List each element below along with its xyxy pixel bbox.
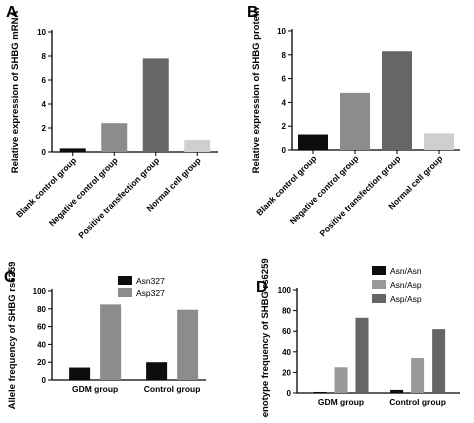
y-tick-label: 2 (282, 122, 287, 131)
y-tick-label: 4 (42, 100, 47, 109)
y-tick-label: 100 (278, 286, 292, 295)
y-tick-label: 0 (287, 389, 292, 398)
bar-asn-asn-1 (313, 391, 327, 393)
y-tick-label: 0 (42, 148, 47, 157)
bar-2 (340, 92, 370, 150)
bar-asn-asn-2 (390, 389, 404, 393)
x-category-label: Control group (144, 384, 201, 394)
y-tick-label: 8 (42, 52, 47, 61)
y-tick-label: 10 (277, 27, 286, 36)
y-tick-label: 2 (42, 124, 47, 133)
x-category-label: GDM group (72, 384, 118, 394)
bar-asn327-1 (69, 367, 91, 380)
y-tick-label: 40 (282, 348, 291, 357)
y-tick-label: 20 (37, 358, 46, 367)
x-category-label: Positive transfection group (318, 153, 403, 238)
x-category-label: GDM group (318, 397, 364, 407)
panel-letter: A (6, 4, 18, 21)
y-tick-label: 0 (282, 146, 287, 155)
legend-swatch (118, 288, 132, 297)
legend-swatch (372, 266, 386, 275)
y-tick-label: 10 (37, 28, 46, 37)
y-tick-label: 60 (282, 327, 291, 336)
panel-letter: C (4, 269, 16, 286)
y-axis-label: Genotype frequency of SHBG rs6259 (260, 258, 271, 418)
y-tick-label: 60 (37, 323, 46, 332)
legend-label: Asn/Asn (390, 266, 422, 276)
bar-asn327-2 (146, 362, 168, 380)
legend: Asn327 Asp327 (118, 276, 165, 298)
bar-asp327-1 (100, 304, 122, 380)
bar-1 (298, 134, 328, 150)
bar-3 (142, 58, 169, 152)
legend-swatch (372, 280, 386, 289)
bar-asp-asp-2 (432, 329, 446, 393)
y-tick-label: 4 (282, 98, 287, 107)
legend: Asn/Asn Asn/Asp Asp/Asp (372, 266, 422, 304)
y-tick-label: 6 (282, 75, 287, 84)
y-tick-label: 20 (282, 368, 291, 377)
bar-4 (184, 140, 211, 152)
y-tick-label: 40 (37, 340, 46, 349)
legend-swatch (118, 276, 132, 285)
panel-letter: D (256, 279, 268, 296)
legend-label: Asn/Asp (390, 280, 422, 290)
y-axis-label: Relative expression of SHBG mRNA (10, 11, 21, 174)
y-axis-label: Allele frequency of SHBG rs6259 (7, 262, 18, 410)
x-category-label: Negative control group (47, 155, 120, 228)
y-tick-label: 8 (282, 51, 287, 60)
legend-label: Asn327 (136, 276, 165, 286)
x-category-label: Positive transfection group (76, 155, 161, 240)
legend-swatch (372, 294, 386, 303)
bar-1 (59, 148, 86, 152)
bar-3 (382, 51, 412, 151)
legend-label: Asp327 (136, 288, 165, 298)
legend-label: Asp/Asp (390, 294, 422, 304)
bar-2 (101, 123, 128, 152)
panel-letter: B (247, 4, 259, 21)
x-category-label: Control group (389, 397, 446, 407)
bar-asp327-2 (177, 309, 199, 380)
bar-4 (424, 133, 454, 150)
y-tick-label: 100 (33, 287, 47, 296)
bar-asn-asp-1 (334, 367, 348, 393)
y-tick-label: 6 (42, 76, 47, 85)
bar-asp-asp-1 (355, 317, 369, 393)
y-tick-label: 0 (42, 376, 47, 385)
bar-asn-asp-2 (411, 357, 425, 393)
y-tick-label: 80 (37, 305, 46, 314)
x-category-label: Negative control group (288, 153, 361, 226)
y-tick-label: 80 (282, 307, 291, 316)
y-axis-label: Relative expression of SHBG protein (251, 7, 262, 173)
